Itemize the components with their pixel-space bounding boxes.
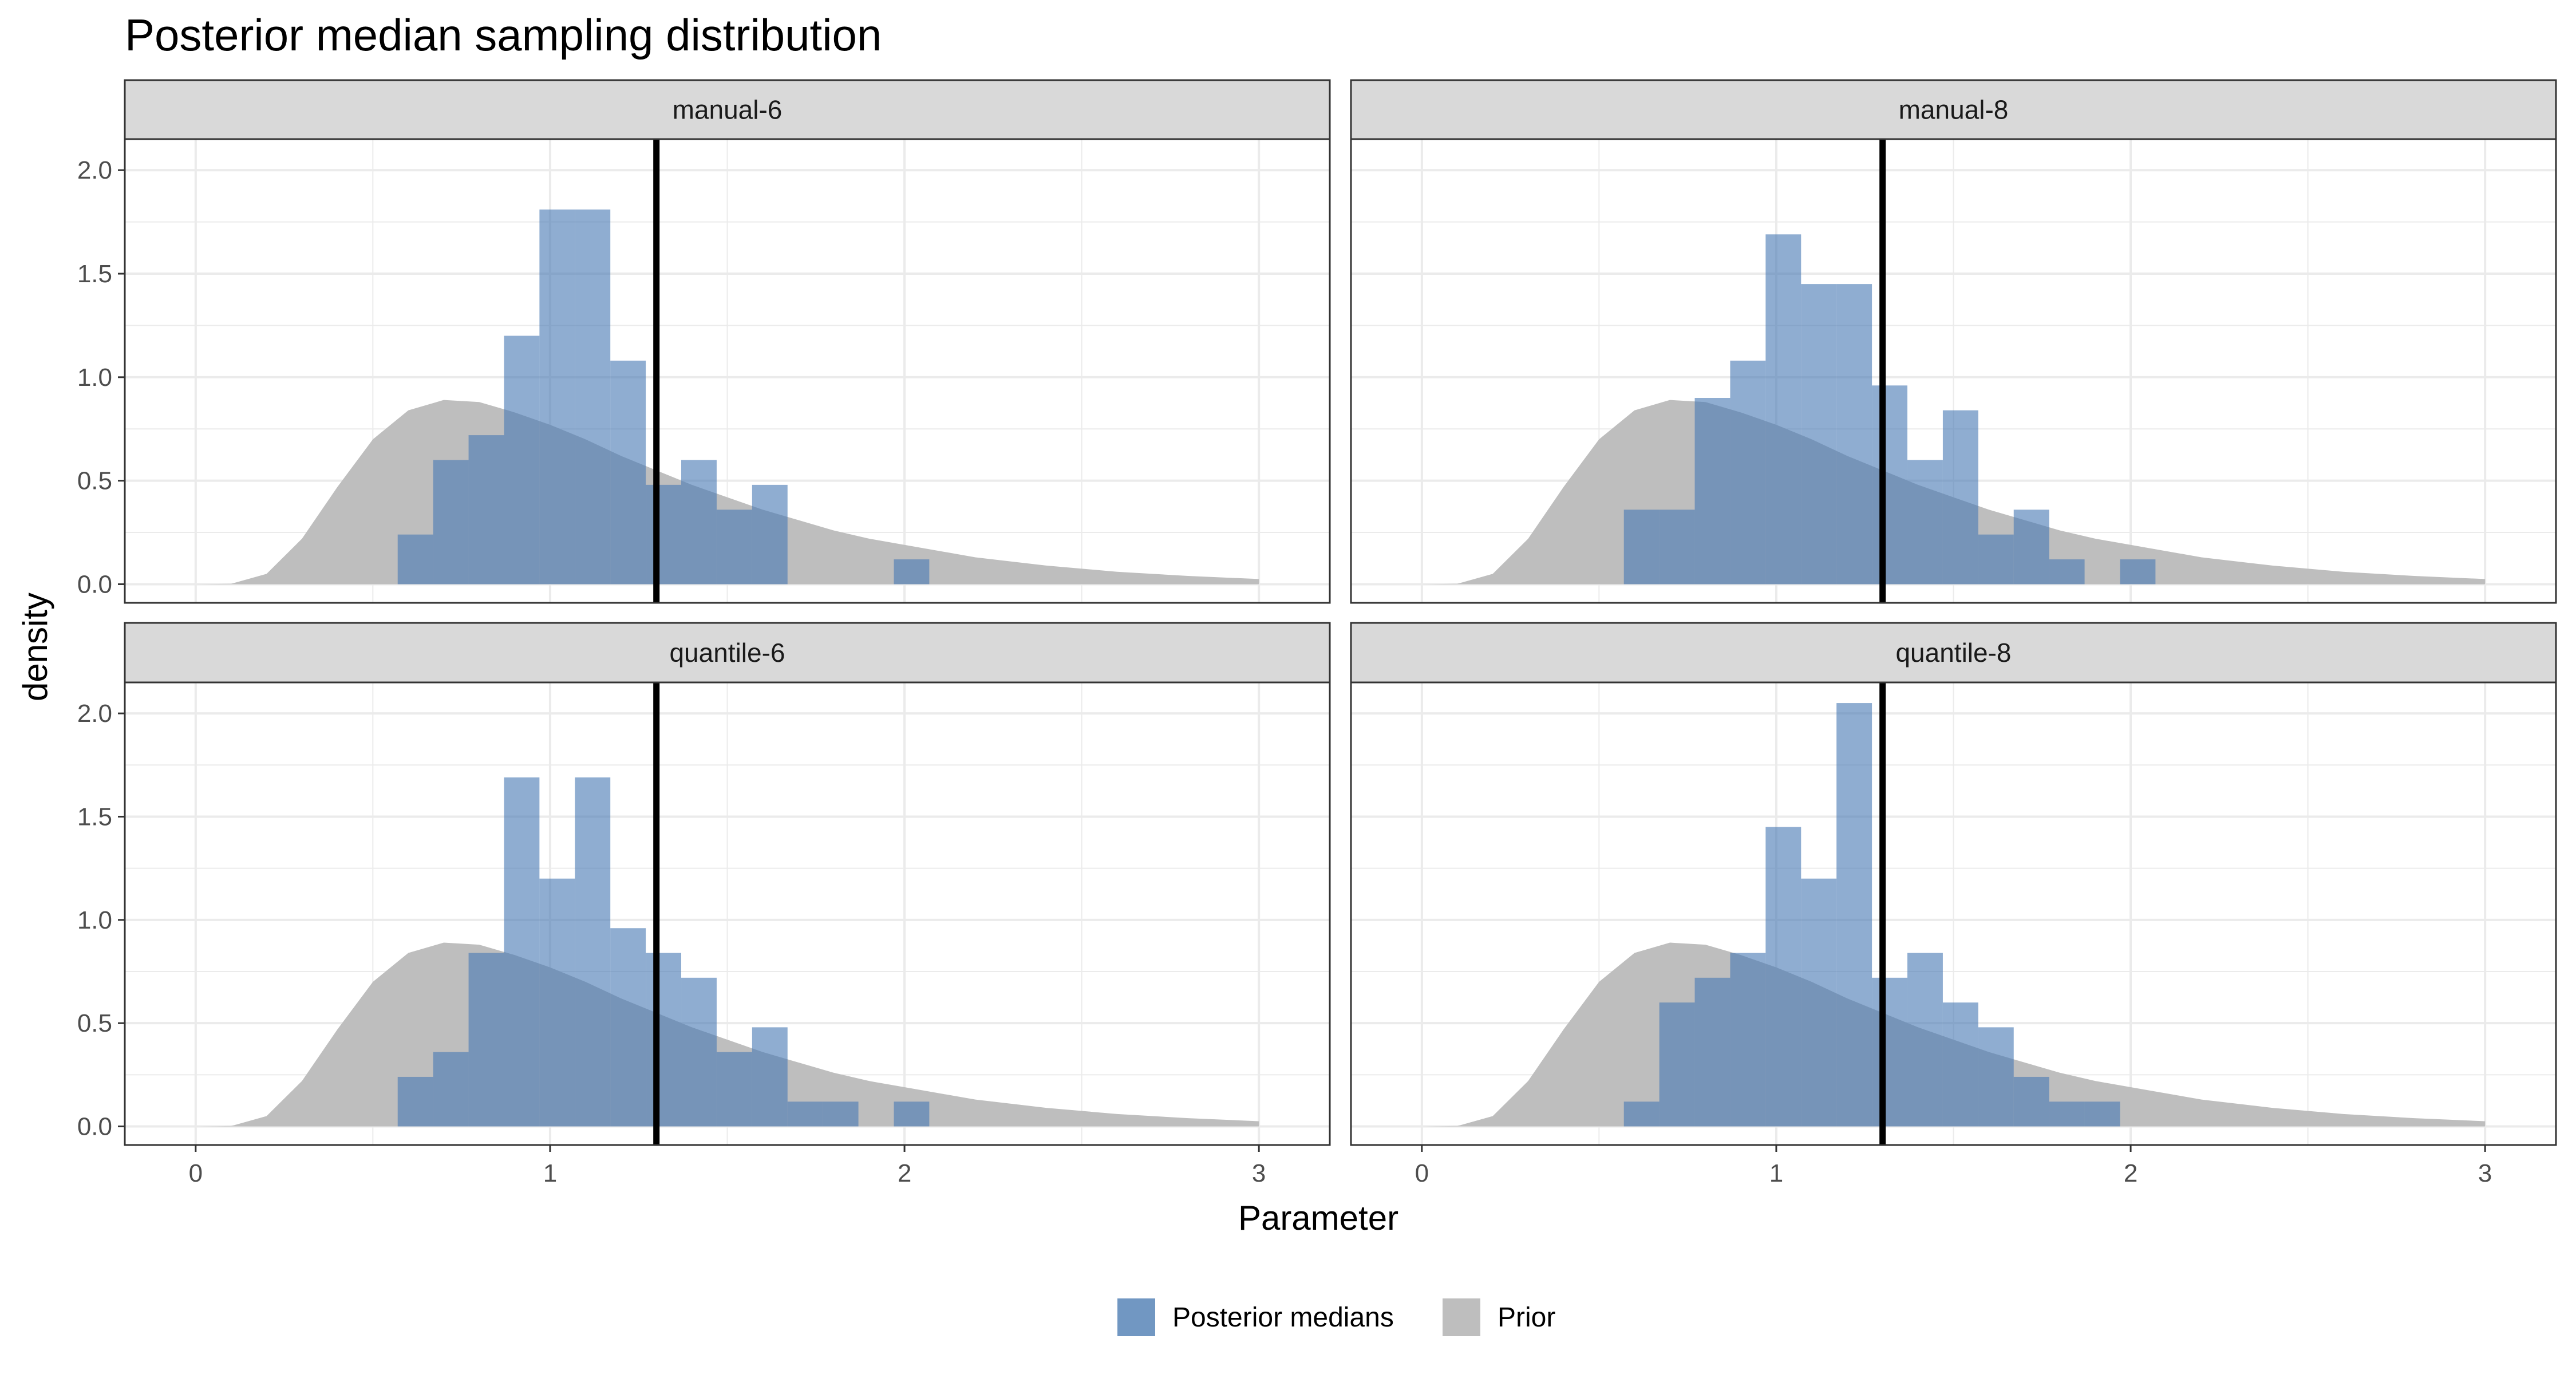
histogram-bar [1907,953,1943,1127]
histogram-bar [894,559,930,585]
histogram-bar [1836,284,1872,585]
histogram-bar [1801,878,1837,1127]
histogram-bar [681,460,717,585]
facet-strip-label: manual-8 [1899,95,2009,125]
histogram-bar [1872,977,1908,1127]
histogram-bar [1872,385,1908,585]
histogram-bar [1836,703,1872,1127]
histogram-bar [468,435,504,585]
histogram-bar [504,777,540,1127]
x-tick-label: 2 [2124,1159,2138,1187]
histogram-bar [397,534,433,585]
legend-key [1117,1298,1155,1336]
histogram-bar [397,1076,433,1127]
histogram-bar [2013,1076,2049,1127]
legend-key [1443,1298,1480,1336]
histogram-bar [2084,1101,2120,1127]
histogram-bar [433,1052,469,1127]
histogram-bar [1801,284,1837,585]
y-tick-label: 0.0 [77,570,112,598]
facet-strip-label: quantile-6 [669,638,785,668]
histogram-bar [1942,1002,1978,1127]
histogram-bar [504,335,540,585]
facet-strip [1350,622,2557,684]
histogram-bar [468,953,504,1127]
histogram-bar [1694,977,1730,1127]
chart-title: Posterior median sampling distribution [125,10,882,60]
histogram-bar [2049,559,2085,585]
histogram-bar [681,977,717,1127]
histogram-bar [1907,460,1943,585]
y-tick-label: 0.0 [77,1113,112,1141]
facet-strip [124,79,1331,140]
histogram-bar [1694,398,1730,585]
panel-quantile-6: quantile-6 0.0 0.5 1.0 1.5 2.0 0 1 2 3 [77,622,1331,1187]
histogram-bar [575,777,611,1127]
legend-label: Prior [1498,1302,1555,1333]
histogram-bar [610,928,646,1127]
histogram-bar [894,1101,930,1127]
histogram-bar [1730,360,1766,585]
histogram-bar [1978,1027,2014,1127]
y-tick-label: 2.0 [77,700,112,728]
y-tick-label: 0.5 [77,467,112,495]
facet-strip [1350,79,2557,140]
x-tick-label: 3 [1252,1159,1266,1187]
facet-strip [124,622,1331,684]
y-tick-label: 1.5 [77,803,112,831]
histogram-bar [1659,510,1695,585]
y-axis-title: density [16,593,54,701]
legend: Posterior medians Prior [1117,1298,1555,1336]
panel-manual-6: manual-6 0.0 0.5 1.0 1.5 2.0 [77,79,1331,604]
histogram-bar [646,953,682,1127]
histogram-bar [575,209,611,585]
histogram-bar [1978,534,2014,585]
x-tick-label: 2 [898,1159,911,1187]
histogram-bar [823,1101,859,1127]
panel-quantile-8: quantile-8 0 1 2 3 [1350,622,2557,1187]
y-tick-label: 2.0 [77,156,112,184]
histogram-bar [2049,1101,2085,1127]
y-tick-label: 1.5 [77,260,112,288]
histogram-bar [1765,827,1801,1127]
histogram-bar [1623,510,1660,585]
histogram-bar [539,878,575,1127]
histogram-bar [752,1027,788,1127]
histogram-bar [2120,559,2156,585]
histogram-bar [539,209,575,585]
histogram-bar [433,460,469,585]
histogram-bar [716,1052,752,1127]
legend-label: Posterior medians [1172,1302,1394,1333]
y-tick-label: 1.0 [77,364,112,392]
x-axis-title: Parameter [1238,1199,1398,1237]
panels-group: manual-6 0.0 0.5 1.0 1.5 2.0 manual-8 quantile-… [77,79,2557,1187]
facet-strip-label: quantile-8 [1895,638,2011,668]
histogram-bar [1765,234,1801,585]
x-tick-label: 0 [189,1159,203,1187]
x-tick-label: 3 [2478,1159,2492,1187]
histogram-bar [1659,1002,1695,1127]
y-tick-label: 1.0 [77,906,112,934]
histogram-bar [787,1101,823,1127]
facet-strip-label: manual-6 [673,95,783,125]
x-tick-label: 1 [543,1159,557,1187]
x-tick-label: 0 [1415,1159,1429,1187]
panel-manual-8: manual-8 [1350,79,2557,604]
histogram-bar [646,484,682,585]
y-tick-label: 0.5 [77,1009,112,1037]
histogram-bar [2013,510,2049,585]
histogram-bar [716,510,752,585]
histogram-bar [1730,953,1766,1127]
histogram-bar [610,360,646,585]
histogram-bar [1942,410,1978,585]
x-tick-label: 1 [1769,1159,1783,1187]
histogram-bar [752,484,788,585]
histogram-bar [1623,1101,1660,1127]
